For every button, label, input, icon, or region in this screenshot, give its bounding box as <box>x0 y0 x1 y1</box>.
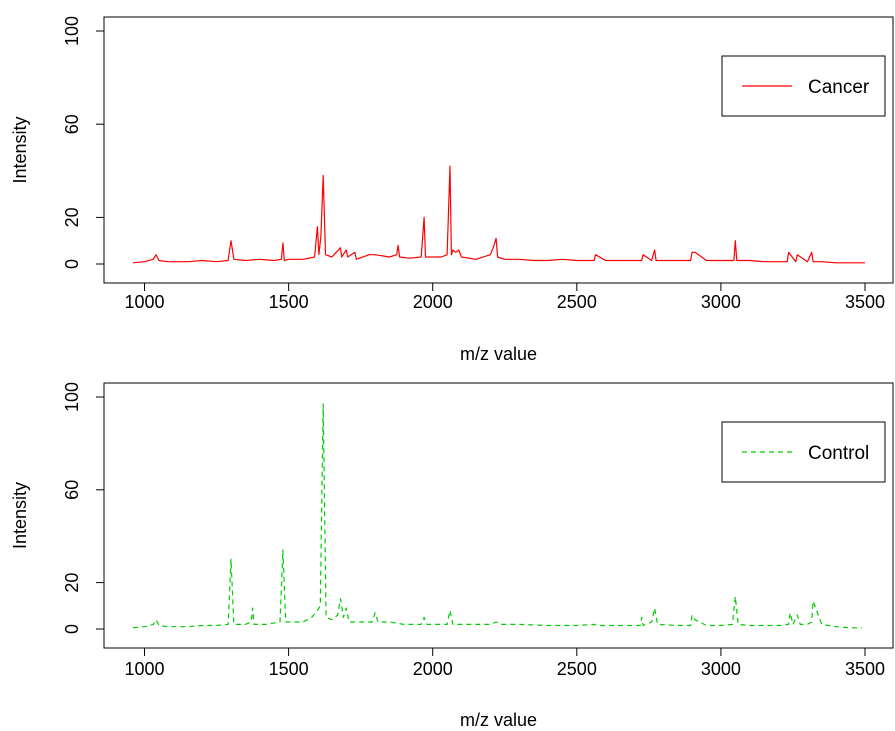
x-tick-label: 2500 <box>557 659 597 679</box>
x-axis-title: m/z value <box>460 710 537 730</box>
y-tick-label: 0 <box>62 624 82 634</box>
y-axis-title: Intensity <box>10 116 30 183</box>
legend-box <box>721 421 886 483</box>
x-tick-label: 3000 <box>701 292 741 312</box>
y-axis-title: Intensity <box>10 482 30 549</box>
x-tick-label: 1000 <box>125 292 165 312</box>
x-tick-label: 3000 <box>701 659 741 679</box>
y-tick-label: 0 <box>62 259 82 269</box>
y-tick-label: 60 <box>62 114 82 134</box>
x-tick-label: 3500 <box>845 292 885 312</box>
x-tick-label: 1500 <box>269 292 309 312</box>
legend: Cancer <box>721 55 886 117</box>
y-tick-label: 20 <box>62 573 82 593</box>
y-tick-label: 100 <box>62 16 82 46</box>
x-tick-label: 2500 <box>557 292 597 312</box>
x-tick-label: 3500 <box>845 659 885 679</box>
chart-panel-2: 1000 1500 2000 2500 3000 3500 0 20 60 100 m/z valu… <box>10 382 894 730</box>
y-tick-label: 60 <box>62 480 82 500</box>
x-tick-label: 2000 <box>413 659 453 679</box>
series-line-cancer <box>132 165 865 264</box>
x-tick-label: 1500 <box>269 659 309 679</box>
x-tick-label: 1000 <box>125 659 165 679</box>
legend: Control <box>721 421 886 483</box>
series-line-control <box>132 403 863 629</box>
chart-panel-1: 1000 1500 2000 2500 3000 3500 0 20 60 100 m/z valu… <box>10 16 894 364</box>
legend-label: Cancer <box>808 77 870 98</box>
legend-label: Control <box>808 443 869 464</box>
y-tick-label: 100 <box>62 382 82 412</box>
x-axis-title: m/z value <box>460 344 537 364</box>
x-tick-label: 2000 <box>413 292 453 312</box>
y-tick-label: 20 <box>62 207 82 227</box>
